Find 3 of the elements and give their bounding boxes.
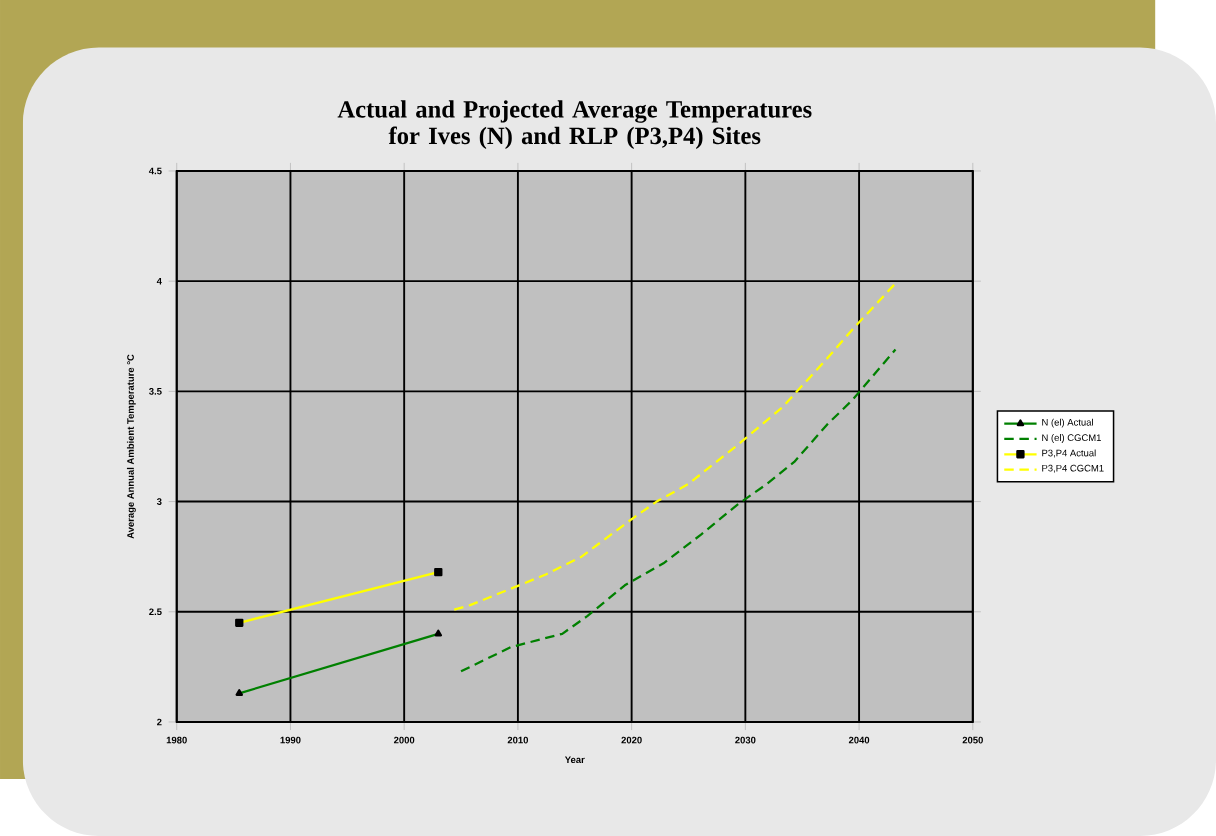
line-series <box>453 282 897 611</box>
chart-title: Actual and Projected Average Temperatures for Ives (N) and RLP (P3,P4) Sites <box>337 100 812 150</box>
line-series <box>459 348 897 673</box>
